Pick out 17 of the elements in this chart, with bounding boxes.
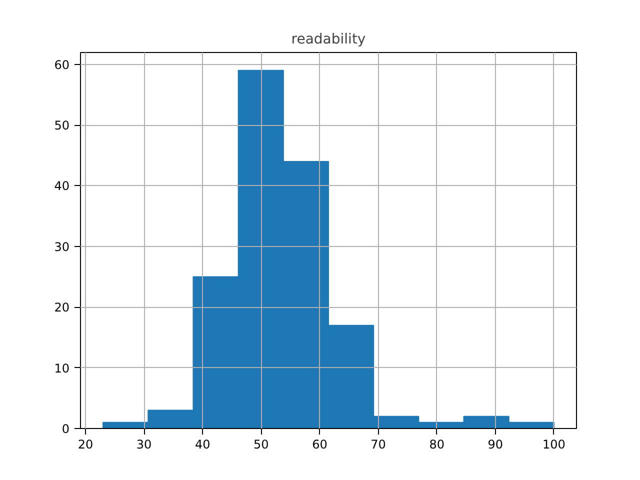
y-tick-label: 0 xyxy=(62,422,70,436)
y-tick-label: 60 xyxy=(54,58,70,72)
y-tick-label: 50 xyxy=(54,118,70,133)
x-tick-label: 20 xyxy=(78,438,94,452)
x-tick-label: 90 xyxy=(488,438,504,452)
y-tick-label: 20 xyxy=(54,300,70,315)
x-tick-label: 80 xyxy=(429,438,444,452)
x-tick-label: 100 xyxy=(542,438,566,452)
chart-title: readability xyxy=(291,32,366,48)
x-tick-label: 40 xyxy=(194,438,210,452)
y-tick-label: 30 xyxy=(54,240,70,254)
x-tick-label: 50 xyxy=(254,438,269,452)
y-tick-label: 40 xyxy=(54,179,70,194)
x-tick-label: 30 xyxy=(136,438,152,452)
x-tick-label: 70 xyxy=(370,438,386,452)
y-tick-label: 10 xyxy=(54,361,70,376)
x-tick-label: 60 xyxy=(312,438,328,452)
